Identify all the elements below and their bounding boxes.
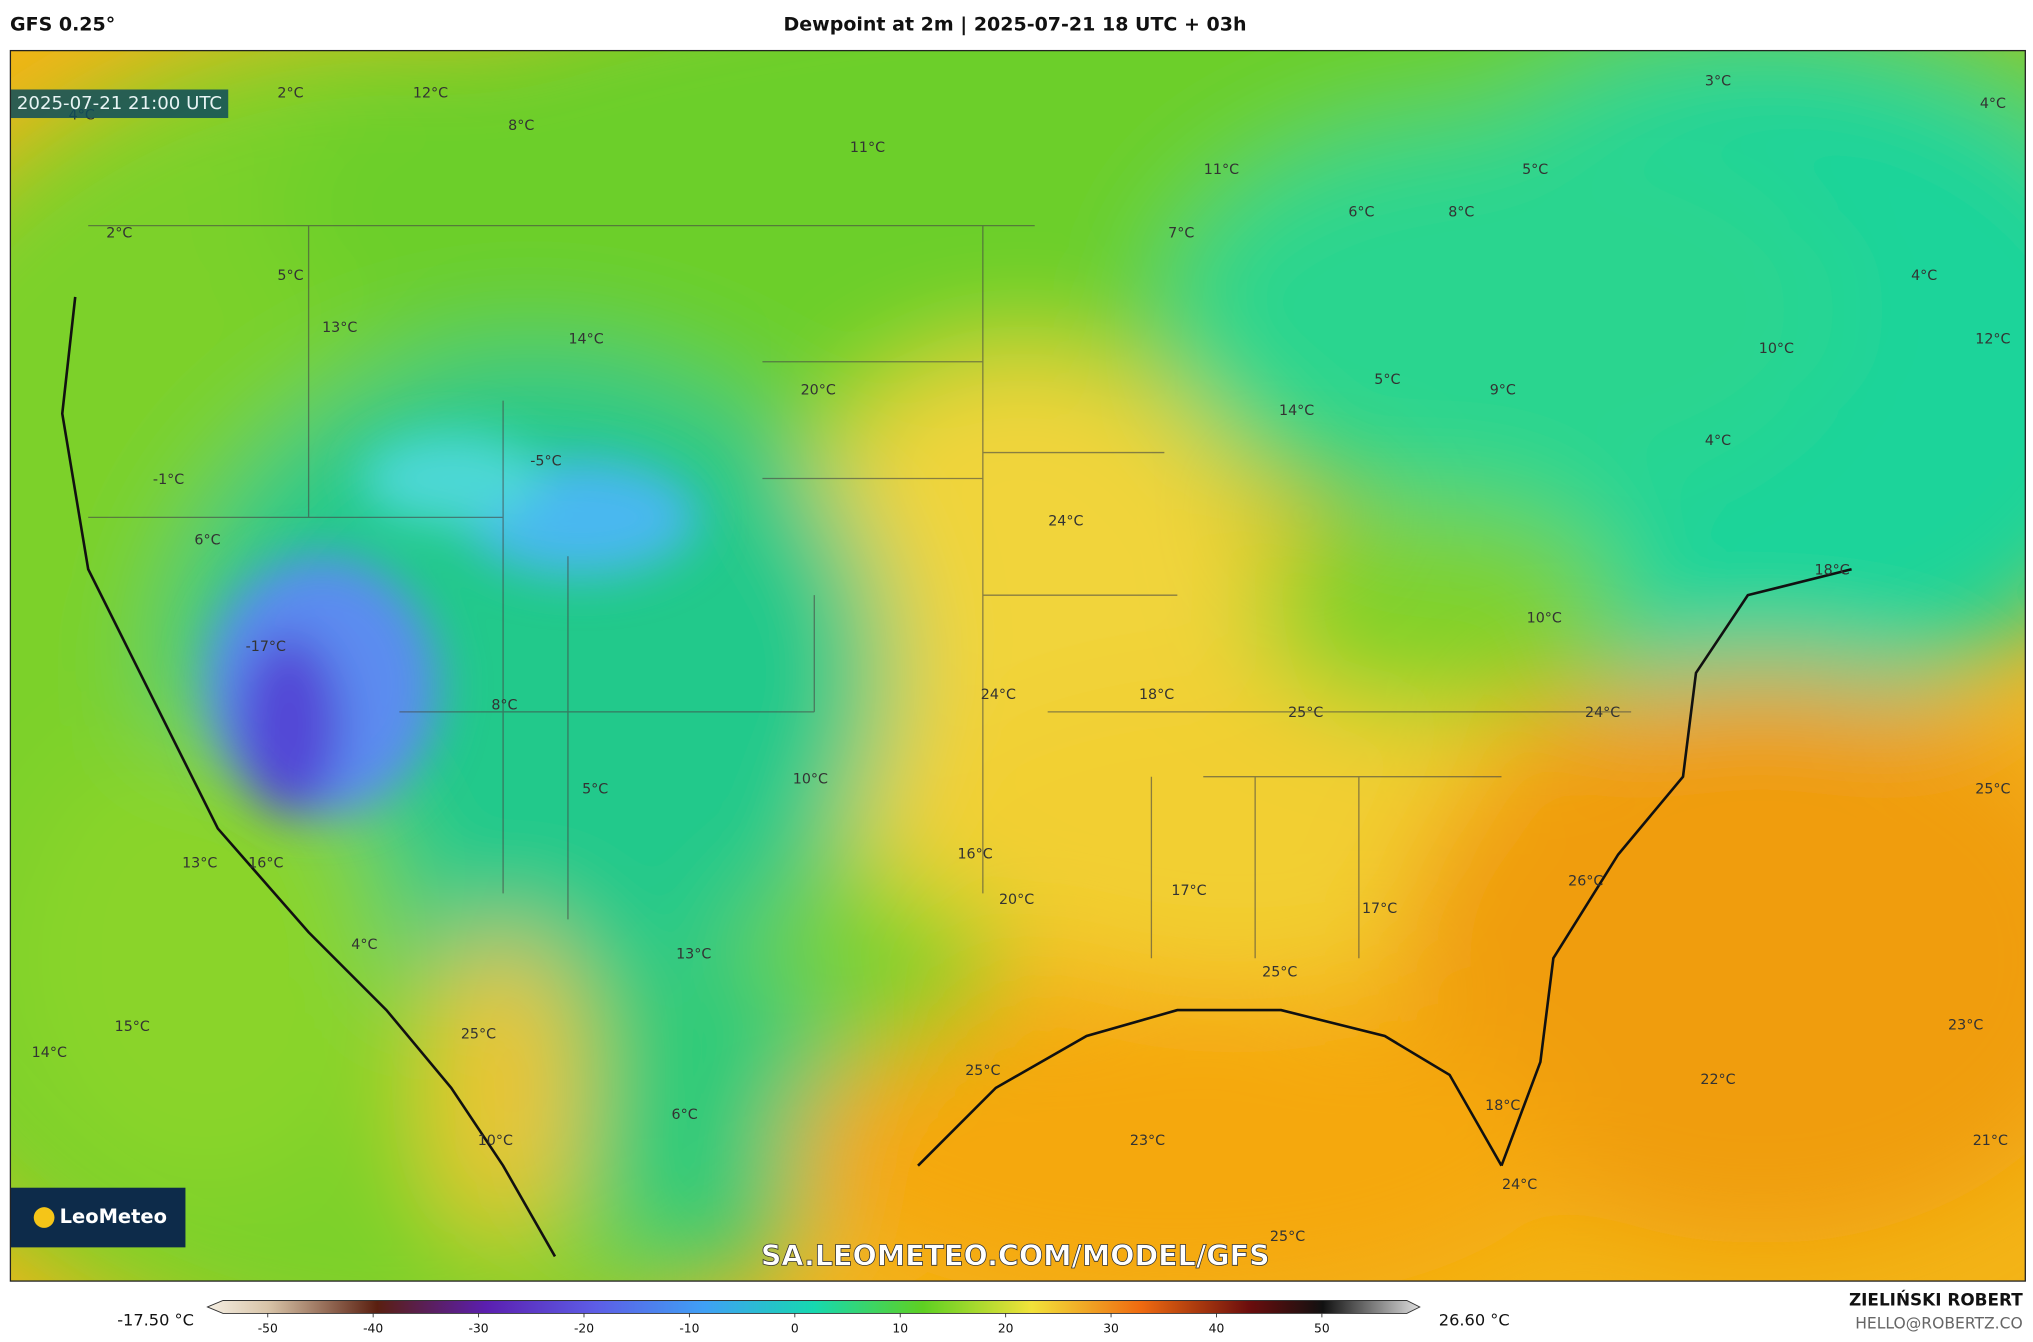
temperature-label: 20°C [999, 892, 1034, 908]
colorbar-tick-label: -50 [258, 1322, 278, 1336]
temperature-label: -5°C [530, 454, 561, 470]
temperature-label: 13°C [182, 856, 217, 872]
temperature-label: 4°C [1980, 96, 2006, 112]
temperature-label: 18°C [1815, 563, 1850, 579]
temperature-label: 26°C [1568, 874, 1603, 890]
author: ZIELIŃSKI ROBERT [1849, 1288, 2023, 1309]
map-labels: 2°C 4°C 12°C 8°C 11°C 11°C 3°C 4°C 5°C 6°C 8°C 7°C 4… [32, 74, 2011, 1245]
temperature-label: 8°C [1448, 205, 1474, 221]
temperature-label: 5°C [1522, 162, 1548, 178]
temperature-label: 15°C [115, 1019, 150, 1035]
colorbar: -17.50 °C 26.60 °C ZIELIŃSKI ROBERT HELL… [117, 1288, 2023, 1335]
temperature-label: 9°C [1490, 382, 1516, 398]
temperature-label: 3°C [1705, 74, 1731, 90]
colorbar-ramp [206, 1300, 1421, 1314]
colorbar-tick-label: -10 [679, 1322, 699, 1336]
temperature-label: 4°C [351, 937, 377, 953]
coastline [60, 296, 557, 1258]
temperature-label: 24°C [1048, 513, 1083, 529]
logo-sun [33, 1207, 55, 1228]
colorbar-tick-label: -40 [363, 1322, 383, 1336]
map-title: Dewpoint at 2m | 2025-07-21 18 UTC + 03h [784, 14, 1247, 36]
temperature-label: 25°C [965, 1063, 1000, 1079]
timestamp-box [10, 89, 229, 119]
temperature-label: 20°C [801, 382, 836, 398]
temperature-label: 2°C [106, 225, 132, 241]
temperature-label: 10°C [793, 771, 828, 787]
temperature-label: 10°C [478, 1133, 513, 1149]
temperature-label: 24°C [1502, 1177, 1537, 1193]
temperature-label: 11°C [1204, 162, 1239, 178]
temperature-label: 25°C [1288, 705, 1323, 721]
temperature-label: 25°C [461, 1027, 496, 1043]
field-cold [204, 433, 698, 816]
email: HELLO@ROBERTZ.CO [1855, 1314, 2022, 1332]
temperature-label: 22°C [1700, 1072, 1735, 1088]
temperature-label: 4°C [1911, 268, 1937, 284]
temperature-label: 4°C [1705, 433, 1731, 449]
temperature-label: 13°C [322, 320, 357, 336]
temperature-label: 18°C [1139, 687, 1174, 703]
temperature-label: 25°C [1975, 782, 2010, 798]
timestamp: 2025-07-21 21:00 UTC [17, 93, 222, 114]
temperature-label: -17°C [246, 639, 286, 655]
colorbar-tick-label: 50 [1314, 1322, 1330, 1336]
temperature-label: 21°C [1973, 1133, 2008, 1149]
colorbar-tick-label: -30 [469, 1322, 489, 1336]
temperature-label: 16°C [957, 846, 992, 862]
colorbar-tick-label: -20 [574, 1322, 594, 1336]
colorbar-tick-label: 20 [998, 1322, 1014, 1336]
colorbar-tick-label: 10 [892, 1322, 908, 1336]
temperature-label: 8°C [491, 697, 517, 713]
temperature-label: 11°C [850, 140, 885, 156]
temperature-label: 8°C [508, 118, 534, 134]
temperature-label: 25°C [1262, 964, 1297, 980]
temperature-label: 14°C [1279, 403, 1314, 419]
temperature-label: 12°C [413, 85, 448, 101]
temperature-label: 25°C [1270, 1229, 1305, 1245]
temperature-label: 23°C [1948, 1018, 1983, 1034]
temperature-label: 10°C [1759, 341, 1794, 357]
temperature-label: 5°C [582, 782, 608, 798]
watermark: SA.LEOMETEO.COM/MODEL/GFS [761, 1240, 1270, 1273]
temperature-label: 12°C [1975, 332, 2010, 348]
temperature-label: 14°C [568, 332, 603, 348]
colorbar-max: 26.60 °C [1439, 1311, 1510, 1330]
coastline [917, 567, 1852, 1167]
temperature-label: 5°C [277, 268, 303, 284]
temperature-label: 23°C [1130, 1133, 1165, 1149]
temperature-label: 24°C [1585, 705, 1620, 721]
colorbar-tick-label: 30 [1103, 1322, 1119, 1336]
temperature-label: 6°C [1348, 205, 1374, 221]
map-border [9, 49, 2026, 1282]
temperature-label: 13°C [676, 946, 711, 962]
temperature-label: 10°C [1527, 611, 1562, 627]
temperature-label: 17°C [1362, 901, 1397, 917]
temperature-label: 17°C [1171, 883, 1206, 899]
temperature-label: 6°C [194, 533, 220, 549]
temperature-label: 2°C [277, 85, 303, 101]
temperature-label: 16°C [248, 856, 283, 872]
model-label: GFS 0.25° [10, 14, 115, 36]
temperature-label: 7°C [1168, 225, 1194, 241]
borders [88, 224, 1632, 959]
colorbar-min: -17.50 °C [117, 1311, 194, 1330]
temperature-label: 6°C [672, 1107, 698, 1123]
logo-text: LeoMeteo [60, 1205, 167, 1228]
temperature-label: 14°C [32, 1045, 67, 1061]
colorbar-tick-label: 40 [1209, 1322, 1225, 1336]
temperature-label: -1°C [153, 472, 184, 488]
temperature-label: 18°C [1485, 1098, 1520, 1114]
temperature-label: 5°C [1374, 372, 1400, 388]
temperature-label: 24°C [981, 687, 1016, 703]
colorbar-tick-label: 0 [791, 1322, 799, 1336]
